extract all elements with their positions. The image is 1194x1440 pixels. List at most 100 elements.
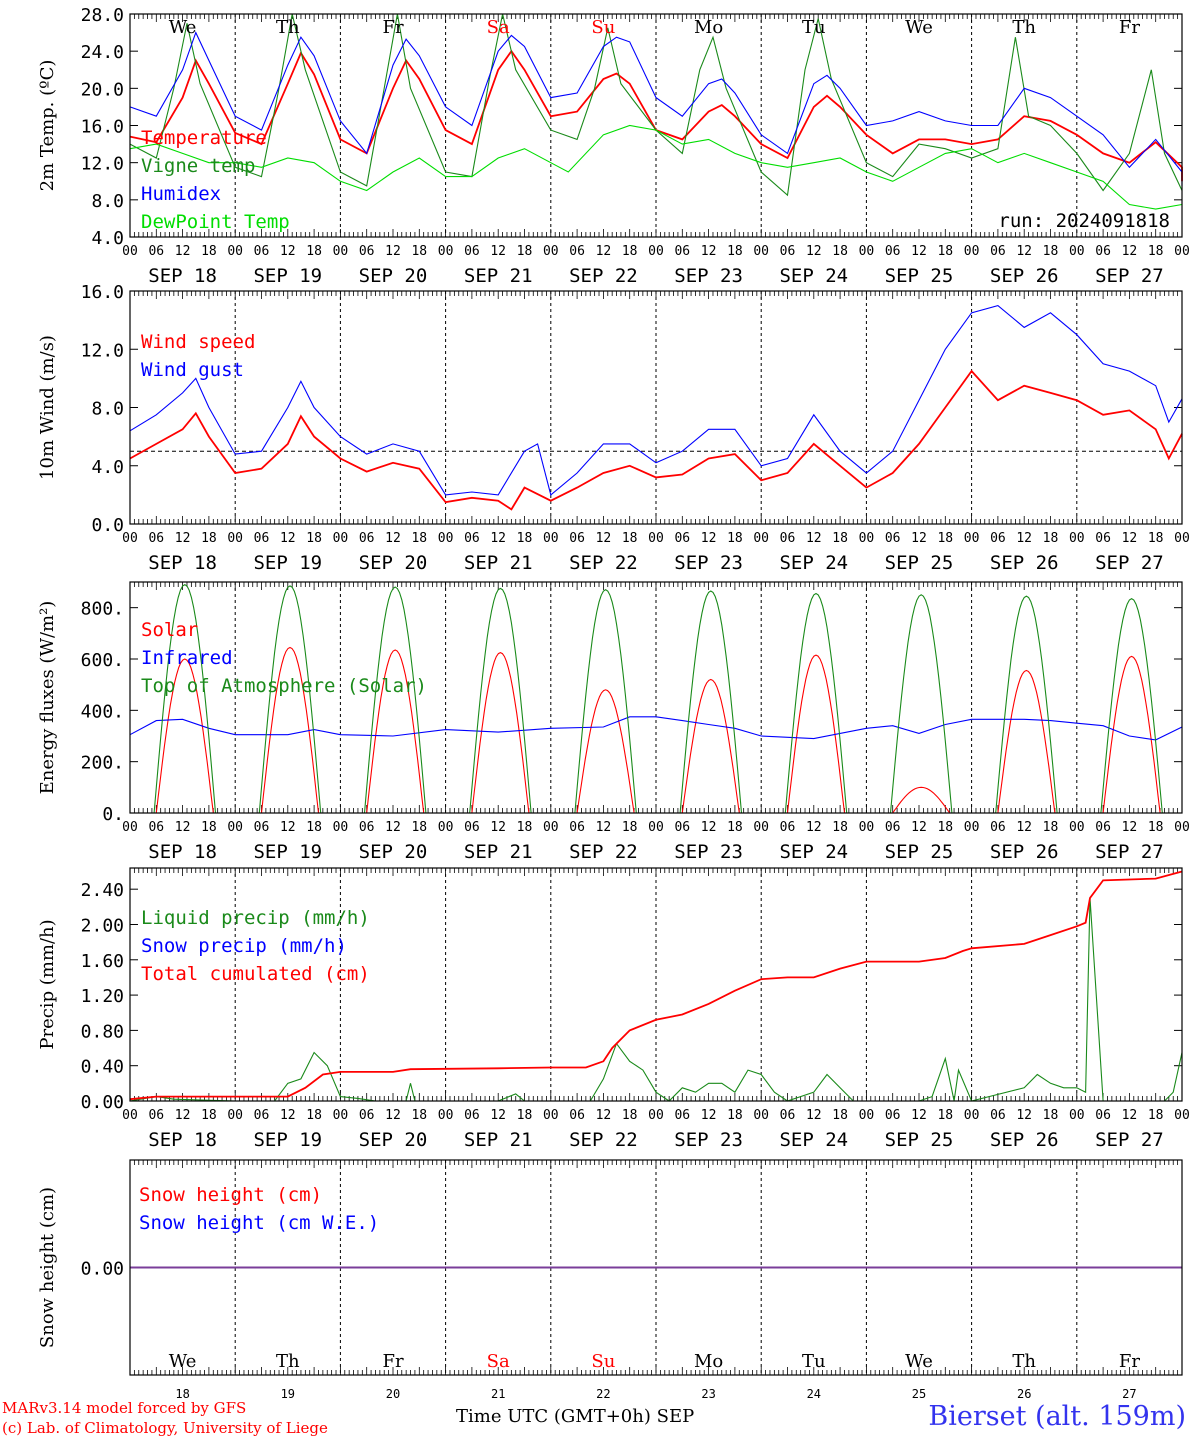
hour-label: 00 <box>122 1108 138 1123</box>
y-tick-label: 28.0 <box>81 5 124 26</box>
hour-label: 00 <box>1069 820 1085 835</box>
series-line <box>129 716 1183 741</box>
legend-entry: Vigne temp <box>141 155 255 177</box>
hour-label: 06 <box>674 244 690 259</box>
date-label: SEP 24 <box>779 265 848 287</box>
series-line <box>129 304 1183 496</box>
hour-label: 06 <box>464 1108 480 1123</box>
hour-label: 00 <box>1174 244 1190 259</box>
hour-label: 06 <box>990 244 1006 259</box>
hour-label: 00 <box>122 531 138 546</box>
hour-label: 06 <box>148 820 164 835</box>
hour-label: 18 <box>517 1108 533 1123</box>
y-tick-label: 800. <box>81 599 124 620</box>
plot-frame <box>129 1159 1183 1376</box>
hour-label: 12 <box>1122 244 1138 259</box>
hour-label: 18 <box>1148 244 1164 259</box>
hour-label: 12 <box>806 244 822 259</box>
date-label: SEP 25 <box>885 1129 954 1151</box>
hour-label: 06 <box>254 1108 270 1123</box>
legend-entry: Infrared <box>141 647 233 669</box>
hour-label: 12 <box>1016 531 1032 546</box>
hour-label: 00 <box>648 531 664 546</box>
day-name: Mo <box>694 17 723 38</box>
hour-label: 00 <box>1069 244 1085 259</box>
date-label: SEP 26 <box>990 1129 1059 1151</box>
date-label: SEP 18 <box>148 552 217 574</box>
day-number: 27 <box>1122 1387 1136 1401</box>
plot-frame <box>129 13 1183 238</box>
hour-label: 12 <box>806 1108 822 1123</box>
date-label: SEP 24 <box>779 841 848 863</box>
hour-label: 06 <box>885 820 901 835</box>
y-tick-label: 20.0 <box>81 79 124 100</box>
hour-label: 00 <box>122 820 138 835</box>
hour-label: 06 <box>1095 1108 1111 1123</box>
y-tick-label: 24.0 <box>81 42 124 63</box>
hour-label: 00 <box>333 531 349 546</box>
date-label: SEP 27 <box>1095 1129 1164 1151</box>
hour-label: 18 <box>1043 820 1059 835</box>
panel-2: 0.0 4.0 8.0 12.0 16.0 10m Wind (m/s) Wind spee… <box>37 282 1190 574</box>
hour-label: 00 <box>859 244 875 259</box>
date-label: SEP 27 <box>1095 265 1164 287</box>
hour-label: 18 <box>622 1108 638 1123</box>
day-number: 20 <box>386 1387 400 1401</box>
hour-label: 00 <box>122 244 138 259</box>
hour-label: 00 <box>438 820 454 835</box>
date-label: SEP 22 <box>569 265 638 287</box>
hour-label: 12 <box>175 531 191 546</box>
hour-label: 18 <box>937 820 953 835</box>
hour-label: 12 <box>280 531 296 546</box>
y-axis-label: 2m Temp. (ºC) <box>37 60 58 192</box>
hour-label: 12 <box>1016 244 1032 259</box>
date-label: SEP 23 <box>674 552 743 574</box>
hour-label: 18 <box>937 244 953 259</box>
hour-label: 18 <box>832 531 848 546</box>
hour-label: 18 <box>517 531 533 546</box>
hour-label: 00 <box>227 820 243 835</box>
hour-label: 12 <box>911 1108 927 1123</box>
y-tick-label: 8.0 <box>91 399 124 420</box>
xaxis-title: Time UTC (GMT+0h) SEP <box>456 1406 694 1427</box>
y-tick-label: 0.80 <box>81 1021 124 1042</box>
date-label: SEP 23 <box>674 841 743 863</box>
hour-label: 06 <box>1095 244 1111 259</box>
hour-label: 06 <box>254 244 270 259</box>
hour-label: 18 <box>832 244 848 259</box>
y-tick-label: 600. <box>81 650 124 671</box>
hour-label: 00 <box>753 820 769 835</box>
hour-label: 00 <box>859 1108 875 1123</box>
legend-entry: Snow height (cm W.E.) <box>139 1212 379 1234</box>
date-label: SEP 26 <box>990 552 1059 574</box>
hour-label: 00 <box>648 820 664 835</box>
hour-label: 06 <box>990 1108 1006 1123</box>
series-line <box>129 369 1183 511</box>
day-name: Tu <box>802 1351 826 1372</box>
date-label: SEP 21 <box>464 552 533 574</box>
hour-label: 18 <box>622 244 638 259</box>
date-label: SEP 24 <box>779 1129 848 1151</box>
hour-label: 18 <box>1043 1108 1059 1123</box>
y-tick-label: 2.00 <box>81 915 124 936</box>
hour-label: 12 <box>1122 531 1138 546</box>
hour-label: 00 <box>227 531 243 546</box>
hour-label: 18 <box>517 244 533 259</box>
hour-label: 00 <box>1174 820 1190 835</box>
series-line <box>129 897 1183 1102</box>
hour-label: 00 <box>438 244 454 259</box>
date-label: SEP 18 <box>148 265 217 287</box>
hour-label: 12 <box>175 244 191 259</box>
hour-label: 00 <box>543 1108 559 1123</box>
hour-label: 06 <box>569 1108 585 1123</box>
hour-label: 00 <box>859 531 875 546</box>
hour-label: 06 <box>569 531 585 546</box>
date-label: SEP 19 <box>253 1129 322 1151</box>
hour-label: 18 <box>411 820 427 835</box>
legend-entry: Liquid precip (mm/h) <box>141 907 370 929</box>
panel-5: 0.00 Snow height (cm) Snow height (cm) Snow… <box>37 1159 1183 1401</box>
hour-label: 12 <box>806 531 822 546</box>
series-line <box>129 13 1183 197</box>
hour-label: 06 <box>359 531 375 546</box>
day-number: 21 <box>491 1387 505 1401</box>
